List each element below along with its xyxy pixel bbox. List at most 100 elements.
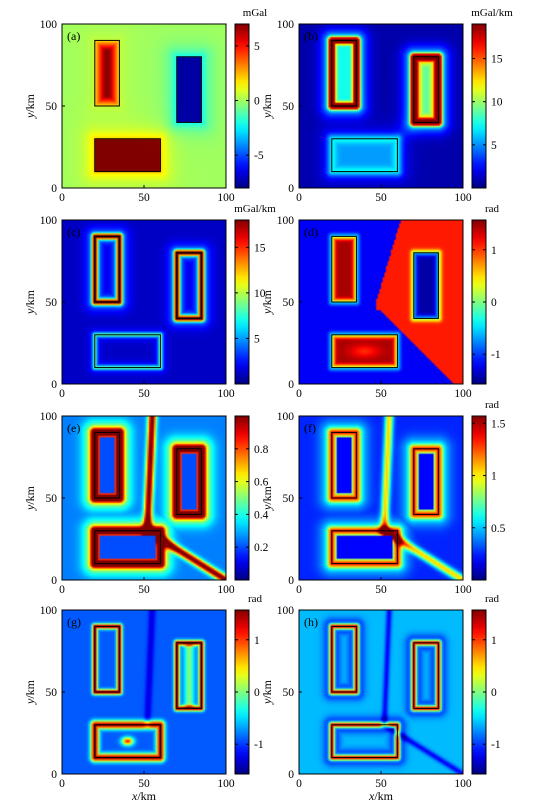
y-axis-label: y/km bbox=[23, 679, 37, 705]
colorbar-unit-label: rad bbox=[485, 593, 500, 605]
y-tick-label: 0 bbox=[288, 379, 294, 391]
x-tick-label: 100 bbox=[454, 584, 472, 596]
x-tick-label: 0 bbox=[59, 388, 65, 400]
source-body-outline bbox=[94, 138, 161, 173]
y-tick-label: 50 bbox=[283, 297, 295, 309]
source-body-outline bbox=[331, 625, 357, 693]
heatmap-image bbox=[62, 610, 226, 774]
panel-label: (f) bbox=[304, 421, 316, 435]
y-tick-label: 100 bbox=[277, 215, 295, 227]
y-tick-label: 0 bbox=[51, 183, 57, 195]
colorbar-tick-label: 0.6 bbox=[254, 477, 269, 489]
y-tick-label: 0 bbox=[51, 769, 57, 781]
panel-label: (d) bbox=[304, 225, 318, 239]
panel-e: 0 50 100 0 50 100 (e) y/km 0.8 0.6 0.4 0.2 bbox=[23, 411, 269, 596]
panel-d: 0 50 100 0 50 100 (d) y/km 1 0 -1 rad bbox=[260, 203, 501, 400]
colorbar-tick-label: -1 bbox=[254, 739, 264, 751]
y-tick-label: 100 bbox=[40, 215, 58, 227]
heatmap-image bbox=[62, 416, 226, 580]
y-tick-label: 50 bbox=[283, 101, 295, 113]
x-tick-label: 50 bbox=[375, 388, 387, 400]
y-tick-label: 100 bbox=[40, 605, 58, 617]
x-tick-label: 100 bbox=[454, 192, 472, 204]
source-body-outline bbox=[94, 334, 161, 369]
y-axis-label: y/km bbox=[260, 679, 274, 705]
colorbar-tick-label: 1 bbox=[254, 635, 260, 647]
source-body-outline bbox=[176, 252, 202, 319]
colorbar-tick-label: 0 bbox=[491, 297, 497, 309]
panel-label: (g) bbox=[67, 615, 81, 629]
colorbar-tick-label: 10 bbox=[254, 288, 266, 300]
y-tick-label: 0 bbox=[51, 379, 57, 391]
colorbar bbox=[471, 415, 487, 581]
colorbar-unit-label: mGal/km bbox=[471, 7, 513, 19]
colorbar-unit-label: rad bbox=[485, 399, 500, 411]
source-body-outline bbox=[176, 56, 202, 123]
colorbar-tick-label: 0.5 bbox=[491, 523, 506, 535]
colorbar-unit-label: mGal/km bbox=[234, 203, 276, 215]
y-tick-label: 50 bbox=[283, 687, 295, 699]
heatmap-image bbox=[62, 220, 226, 384]
x-tick-label: 50 bbox=[138, 778, 150, 790]
colorbar-tick-label: 0.8 bbox=[254, 444, 269, 456]
x-tick-label: 100 bbox=[217, 192, 235, 204]
panel-f: 0 50 100 0 50 100 (f) y/km 1.5 1 0.5 rad bbox=[260, 399, 506, 596]
source-body-outline bbox=[331, 138, 398, 173]
y-tick-label: 0 bbox=[288, 575, 294, 587]
colorbar-tick-label: 0 bbox=[254, 96, 260, 108]
y-tick-label: 50 bbox=[46, 687, 58, 699]
x-tick-label: 100 bbox=[217, 584, 235, 596]
y-tick-label: 100 bbox=[40, 19, 58, 31]
colorbar-tick-label: 10 bbox=[491, 97, 503, 109]
y-axis-label: y/km bbox=[260, 485, 274, 511]
colorbar-tick-label: 1 bbox=[491, 635, 497, 647]
y-tick-label: 0 bbox=[288, 769, 294, 781]
source-body-outline bbox=[331, 724, 398, 759]
source-body-outline bbox=[94, 39, 120, 107]
x-tick-label: 50 bbox=[375, 584, 387, 596]
x-tick-label: 50 bbox=[375, 192, 387, 204]
y-tick-label: 100 bbox=[40, 411, 58, 423]
colorbar-unit-label: mGal bbox=[243, 7, 267, 19]
y-tick-label: 100 bbox=[277, 19, 295, 31]
colorbar-tick-label: 1 bbox=[491, 471, 497, 483]
x-tick-label: 100 bbox=[454, 778, 472, 790]
colorbar-tick-label: 0.2 bbox=[254, 542, 269, 554]
x-tick-label: 0 bbox=[59, 778, 65, 790]
source-body-outline bbox=[413, 56, 439, 123]
colorbar bbox=[234, 415, 250, 581]
x-tick-label: 0 bbox=[296, 778, 302, 790]
panel-label: (a) bbox=[67, 29, 80, 43]
y-tick-label: 50 bbox=[46, 101, 58, 113]
x-tick-label: 0 bbox=[296, 584, 302, 596]
source-body-outline bbox=[94, 431, 120, 499]
x-tick-label: 100 bbox=[217, 778, 235, 790]
colorbar-tick-label: 5 bbox=[254, 41, 260, 53]
source-body-outline bbox=[331, 431, 357, 499]
heatmap-image bbox=[299, 24, 463, 188]
x-tick-label: 0 bbox=[59, 584, 65, 596]
colorbar-tick-label: 15 bbox=[491, 54, 503, 66]
x-tick-label: 100 bbox=[454, 388, 472, 400]
colorbar-tick-label: 15 bbox=[254, 242, 266, 254]
panel-label: (b) bbox=[304, 29, 318, 43]
source-body-outline bbox=[413, 642, 439, 709]
x-axis-label: x/km bbox=[131, 789, 157, 803]
x-tick-label: 50 bbox=[375, 778, 387, 790]
colorbar-unit-label: rad bbox=[248, 593, 263, 605]
panel-label: (h) bbox=[304, 615, 318, 629]
y-tick-label: 0 bbox=[51, 575, 57, 587]
colorbar-tick-label: -1 bbox=[491, 739, 501, 751]
x-tick-label: 0 bbox=[296, 388, 302, 400]
colorbar-unit-label: rad bbox=[485, 203, 500, 215]
colorbar-tick-label: 0.4 bbox=[254, 509, 269, 521]
panel-g: 0 50 100 0 50 100 (g) y/km x/km 1 0 -1 rad bbox=[23, 593, 264, 803]
source-body-outline bbox=[413, 448, 439, 515]
source-body-outline bbox=[94, 235, 120, 303]
x-tick-label: 50 bbox=[138, 584, 150, 596]
source-body-outline bbox=[94, 724, 161, 759]
heatmap-image bbox=[299, 416, 463, 580]
y-tick-label: 50 bbox=[46, 297, 58, 309]
panel-label: (e) bbox=[67, 421, 80, 435]
